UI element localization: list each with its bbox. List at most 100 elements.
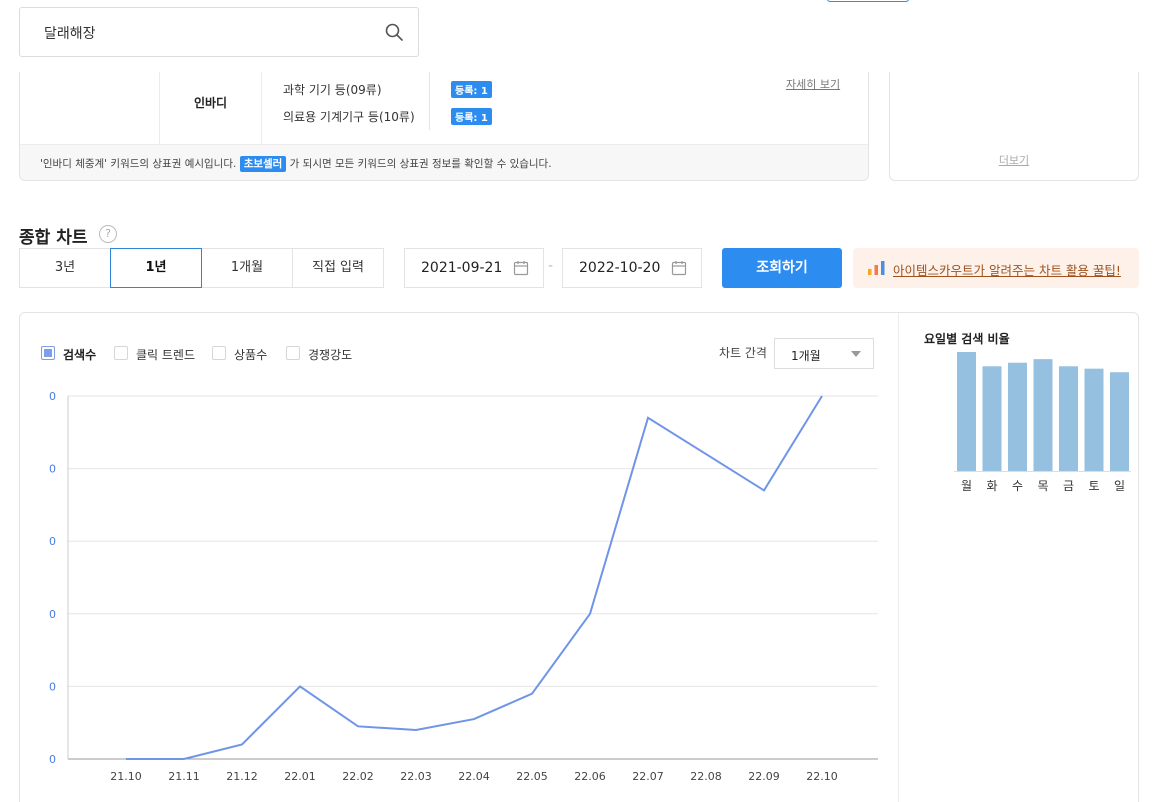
chart-tip-text: 아이템스카우트가 알려주는 차트 활용 꿀팁! (893, 263, 1121, 278)
weekday-label: 일 (1114, 479, 1125, 493)
chart-panel: 검색수 클릭 트렌드 상품수 경쟁강도 차트 간격 1개월 0 0 0 0 0 0 21.1… (19, 312, 1139, 802)
bar-chart-icon (868, 261, 885, 275)
x-tick-label: 22.10 (806, 770, 838, 783)
x-tick-label: 21.12 (226, 770, 258, 783)
trademark-class-name: 의료용 기계기구 등(10류) (283, 110, 415, 124)
weekday-label: 토 (1088, 479, 1099, 493)
data-point[interactable] (124, 757, 129, 762)
query-button[interactable]: 조회하기 (722, 248, 842, 288)
x-tick-label: 22.03 (400, 770, 432, 783)
checkbox-checked[interactable] (41, 346, 55, 360)
weekday-chart-title: 요일별 검색 비율 (924, 332, 1010, 346)
weekday-bar (1033, 359, 1053, 471)
end-date-value: 2022-10-20 (579, 260, 661, 276)
data-point[interactable] (588, 611, 593, 616)
divider (429, 72, 430, 130)
x-tick-label: 22.05 (516, 770, 548, 783)
x-tick-label: 22.04 (458, 770, 490, 783)
y-tick-label: 0 (49, 390, 56, 403)
end-date-field[interactable]: 2022-10-20 (562, 248, 702, 288)
tab-3-years[interactable]: 3년 (19, 248, 111, 288)
notice-text: 가 되시면 모든 키워드의 상표권 정보를 확인할 수 있습니다. (289, 158, 552, 170)
checkbox[interactable] (114, 346, 128, 360)
more-link[interactable]: 더보기 (998, 154, 1030, 167)
x-tick-label: 22.07 (632, 770, 664, 783)
trademark-notice: '인바디 체중계' 키워드의 상표권 예시입니다. 초보셀러 가 되시면 모든 … (40, 156, 552, 172)
detail-link[interactable]: 자세히 보기 (786, 78, 841, 91)
legend-label: 상품수 (234, 348, 268, 362)
trademark-footer: '인바디 체중계' 키워드의 상표권 예시입니다. 초보셀러 가 되시면 모든 … (20, 144, 868, 180)
data-point[interactable] (762, 488, 767, 493)
weekday-bar (957, 352, 976, 471)
x-tick-label: 22.08 (690, 770, 722, 783)
chart-grid (68, 395, 878, 760)
interval-value: 1개월 (791, 349, 821, 363)
search-input[interactable] (44, 21, 364, 45)
top-button-edge[interactable] (827, 0, 909, 2)
weekday-bar (1059, 366, 1078, 471)
data-point[interactable] (356, 724, 361, 729)
weekday-label: 월 (961, 479, 972, 493)
tab-1-month[interactable]: 1개월 (201, 248, 293, 288)
weekday-bar (1008, 362, 1027, 471)
x-tick-label: 22.09 (748, 770, 780, 783)
start-date-value: 2021-09-21 (421, 260, 503, 276)
y-tick-label: 0 (49, 680, 56, 693)
data-point[interactable] (530, 691, 535, 696)
checkbox[interactable] (212, 346, 226, 360)
data-point[interactable] (182, 757, 187, 762)
data-point[interactable] (240, 742, 245, 747)
start-date-field[interactable]: 2021-09-21 (404, 248, 544, 288)
legend-label: 클릭 트렌드 (136, 348, 196, 362)
side-card: 더보기 (889, 72, 1139, 181)
x-tick-label: 22.06 (574, 770, 606, 783)
legend-label: 검색수 (63, 348, 97, 362)
date-separator: - (548, 258, 554, 274)
search-volume-line-chart: 0 0 0 0 0 0 21.10 21.11 21.12 22.01 22.02 22.03 22.0… (49, 390, 878, 783)
data-point[interactable] (298, 684, 303, 689)
calendar-icon (513, 261, 529, 276)
status-badge: 등록: 1 (451, 81, 492, 98)
calendar-icon (671, 261, 687, 276)
x-tick-label: 21.10 (110, 770, 142, 783)
tab-custom-input[interactable]: 직접 입력 (292, 248, 384, 288)
divider (159, 72, 160, 144)
divider (261, 72, 262, 144)
help-icon[interactable]: ? (99, 225, 117, 243)
status-badge: 등록: 1 (451, 108, 492, 125)
checkbox[interactable] (286, 346, 300, 360)
search-box (19, 7, 419, 57)
y-tick-label: 0 (49, 535, 56, 548)
data-point[interactable] (704, 452, 709, 457)
trademark-brand: 인바디 (193, 96, 228, 110)
trademark-card: 인바디 과학 기기 등(09류) 의료용 기계기구 등(10류) 등록: 1 등… (19, 72, 869, 181)
weekday-label: 목 (1037, 479, 1048, 493)
y-tick-label: 0 (49, 463, 56, 476)
weekday-label: 금 (1063, 479, 1074, 493)
beginner-seller-tag[interactable]: 초보셀러 (239, 156, 287, 172)
data-point[interactable] (646, 415, 651, 420)
chevron-down-icon (851, 351, 861, 357)
weekday-bar (982, 366, 1002, 471)
section-title: 종합 차트 (19, 228, 88, 248)
x-tick-label: 22.01 (284, 770, 316, 783)
search-icon[interactable] (384, 22, 404, 42)
interval-select[interactable]: 1개월 (774, 338, 874, 369)
y-tick-label: 0 (49, 753, 56, 766)
legend-label: 경쟁강도 (308, 348, 353, 362)
data-point[interactable] (820, 394, 825, 399)
tab-1-year[interactable]: 1년 (110, 248, 202, 288)
data-point[interactable] (472, 717, 477, 722)
chart-tip-button[interactable]: 아이템스카우트가 알려주는 차트 활용 꿀팁! (853, 248, 1139, 288)
trademark-class-name: 과학 기기 등(09류) (283, 83, 382, 97)
data-point[interactable] (414, 727, 419, 732)
search-volume-series-line (126, 395, 823, 760)
notice-text: '인바디 체중계' 키워드의 상표권 예시입니다. (40, 158, 237, 170)
panel-divider (898, 313, 899, 802)
x-tick-label: 21.11 (168, 770, 200, 783)
weekday-bar (1110, 372, 1129, 471)
weekday-bar (1084, 368, 1104, 471)
x-tick-label: 22.02 (342, 770, 374, 783)
weekday-label: 수 (1012, 479, 1023, 493)
weekday-label: 화 (986, 479, 997, 493)
